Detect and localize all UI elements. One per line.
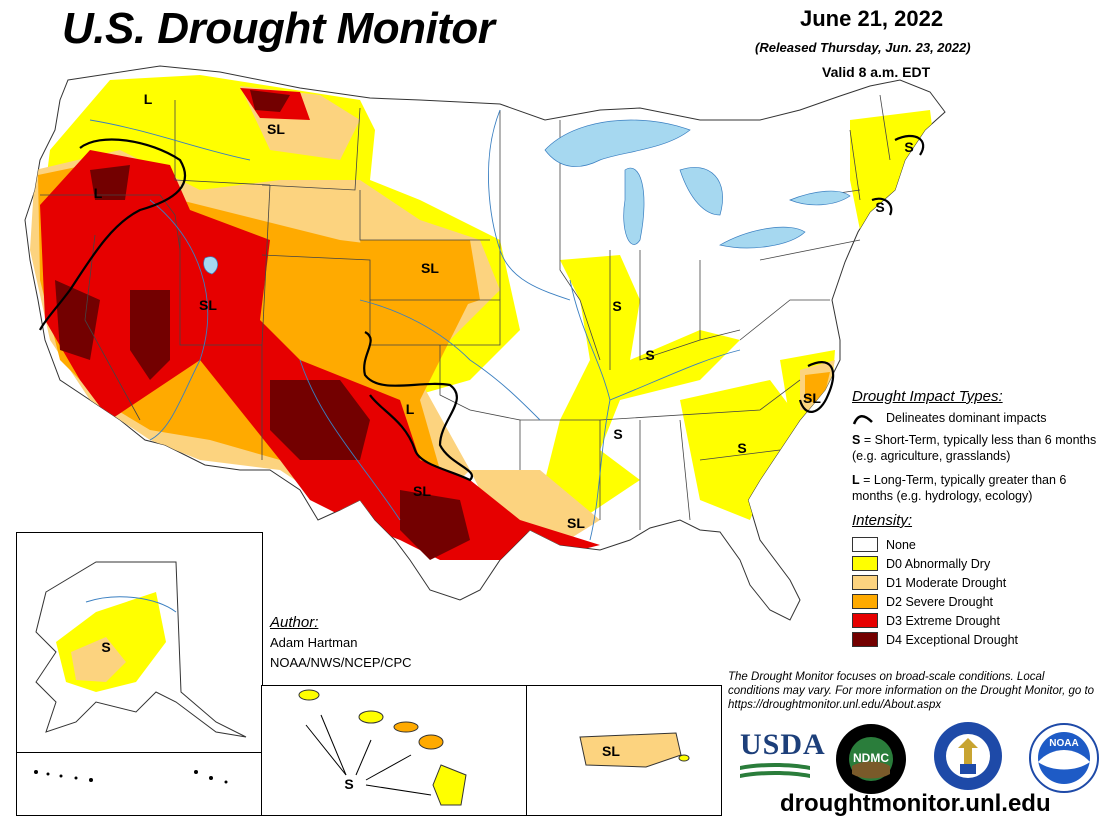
label-utah: SL xyxy=(199,297,217,313)
usda-field-icon xyxy=(740,763,810,778)
label-massachusetts: S xyxy=(875,199,884,215)
intensity-d4: D4 Exceptional Drought xyxy=(852,630,1102,649)
intensity-label: D4 Exceptional Drought xyxy=(886,632,1019,647)
intensity-list: None D0 Abnormally Dry D1 Moderate Droug… xyxy=(852,535,1102,649)
disclaimer-text: The Drought Monitor focuses on broad-sca… xyxy=(728,671,1095,711)
intensity-d1: D1 Moderate Drought xyxy=(852,573,1102,592)
website-link[interactable]: droughtmonitor.unl.edu xyxy=(780,790,1051,817)
legend: Drought Impact Types: Delineates dominan… xyxy=(852,388,1102,649)
intensity-title: Intensity: xyxy=(852,512,913,529)
label-texas: SL xyxy=(413,483,431,499)
intensity-d3: D3 Extreme Drought xyxy=(852,611,1102,630)
label-oregon: L xyxy=(94,185,103,201)
ndmc-logo-text: NDMC xyxy=(853,751,889,765)
valid-time: Valid 8 a.m. EDT xyxy=(822,64,931,80)
noaa-logo[interactable]: NOAA xyxy=(1028,722,1100,794)
swatch-none xyxy=(852,537,878,552)
hawaii-inset xyxy=(261,685,528,816)
label-maine: S xyxy=(904,139,913,155)
swatch-d1 xyxy=(852,575,878,590)
usda-logo[interactable]: USDA xyxy=(740,728,826,785)
label-kansas-oklahoma: L xyxy=(406,401,415,417)
intensity-label: D2 Severe Drought xyxy=(886,594,994,609)
swatch-d4 xyxy=(852,632,878,647)
puerto-rico-map: SL xyxy=(579,732,690,768)
swatch-d0 xyxy=(852,556,878,571)
alaska-map: S xyxy=(34,561,247,784)
ndmc-logo[interactable]: NDMC xyxy=(834,722,908,796)
label-kentucky: S xyxy=(645,347,654,363)
intensity-label: D0 Abnormally Dry xyxy=(886,556,991,571)
long-term-entry: L = Long-Term, typically greater than 6 … xyxy=(852,472,1102,504)
usda-logo-text: USDA xyxy=(740,728,826,761)
label-mississippi: S xyxy=(613,426,622,442)
hawaii-map: S xyxy=(298,689,467,806)
intensity-label: D1 Moderate Drought xyxy=(886,575,1007,590)
label-georgia: S xyxy=(737,440,746,456)
impact-line-icon xyxy=(852,414,873,425)
commerce-logo[interactable] xyxy=(932,720,1004,792)
map-title: U.S. Drought Monitor xyxy=(62,4,495,53)
label-hawaii: S xyxy=(344,776,353,792)
label-puerto-rico: SL xyxy=(602,743,620,759)
swatch-d3 xyxy=(852,613,878,628)
author-name: Adam Hartman xyxy=(270,635,358,650)
intensity-label: None xyxy=(886,537,916,552)
long-term-text: = Long-Term, typically greater than 6 mo… xyxy=(852,473,1067,503)
author-org: NOAA/NWS/NCEP/CPC xyxy=(270,655,412,670)
intensity-label: D3 Extreme Drought xyxy=(886,613,1000,628)
short-term-code: S xyxy=(852,433,861,447)
label-nebraska: SL xyxy=(421,260,439,276)
noaa-logo-text: NOAA xyxy=(1049,738,1078,749)
intensity-d2: D2 Severe Drought xyxy=(852,592,1102,611)
short-term-entry: S = Short-Term, typically less than 6 mo… xyxy=(852,432,1102,464)
aleutians-inset xyxy=(16,752,263,816)
map-date: June 21, 2022 xyxy=(800,6,944,31)
label-illinois: S xyxy=(612,298,621,314)
author-block: Author: Adam Hartman NOAA/NWS/NCEP/CPC xyxy=(270,613,412,673)
author-label: Author: xyxy=(270,614,319,631)
label-montana-north: L xyxy=(144,91,153,107)
intensity-none: None xyxy=(852,535,1102,554)
impact-types-title: Drought Impact Types: xyxy=(852,388,1003,405)
long-term-code: L xyxy=(852,473,860,487)
label-north-carolina: SL xyxy=(803,390,821,406)
release-date: (Released Thursday, Jun. 23, 2022) xyxy=(755,40,971,55)
label-montana: SL xyxy=(267,121,285,137)
short-term-text: = Short-Term, typically less than 6 mont… xyxy=(852,433,1097,463)
label-alaska: S xyxy=(101,639,110,655)
swatch-d2 xyxy=(852,594,878,609)
dominant-impacts-text: Delineates dominant impacts xyxy=(886,411,1047,425)
intensity-d0: D0 Abnormally Dry xyxy=(852,554,1102,573)
label-louisiana: SL xyxy=(567,515,585,531)
